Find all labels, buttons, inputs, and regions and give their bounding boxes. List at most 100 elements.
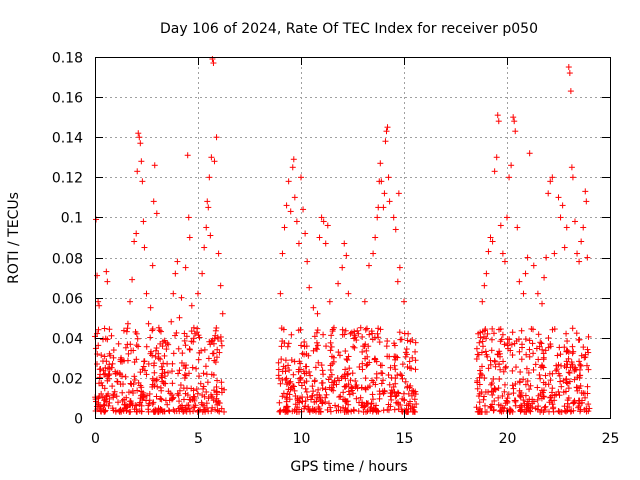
- data-point: [107, 352, 114, 359]
- data-point: [150, 362, 157, 369]
- data-point: [537, 375, 544, 382]
- data-point: [317, 394, 324, 401]
- data-point: [284, 390, 291, 397]
- data-point: [175, 392, 182, 399]
- data-point: [170, 406, 177, 413]
- data-point: [378, 369, 385, 376]
- data-point: [381, 190, 388, 197]
- data-point: [406, 384, 413, 391]
- data-point: [128, 347, 135, 354]
- data-point: [345, 381, 352, 388]
- data-point: [184, 152, 191, 159]
- data-point: [147, 348, 154, 355]
- data-point: [497, 326, 504, 333]
- data-point: [409, 403, 416, 410]
- data-point: [379, 362, 386, 369]
- data-point: [359, 333, 366, 340]
- data-point: [180, 396, 187, 403]
- data-point: [316, 234, 323, 241]
- data-point: [149, 326, 156, 333]
- data-point: [320, 331, 327, 338]
- data-point: [491, 397, 498, 404]
- data-point: [277, 380, 284, 387]
- data-point: [559, 202, 566, 209]
- data-point: [516, 379, 523, 386]
- data-point: [152, 353, 159, 360]
- data-point: [205, 408, 212, 415]
- data-point: [574, 250, 581, 257]
- data-point: [546, 399, 553, 406]
- data-point: [339, 373, 346, 380]
- data-point: [296, 375, 303, 382]
- data-point: [315, 359, 322, 366]
- data-point: [541, 274, 548, 281]
- data-point: [477, 370, 484, 377]
- data-point: [582, 188, 589, 195]
- data-point: [403, 402, 410, 409]
- data-point: [106, 371, 113, 378]
- data-point: [392, 380, 399, 387]
- data-point: [538, 340, 545, 347]
- data-point: [360, 404, 367, 411]
- data-point: [373, 358, 380, 365]
- data-point: [306, 284, 313, 291]
- data-point: [146, 390, 153, 397]
- data-point: [341, 331, 348, 338]
- data-point: [189, 364, 196, 371]
- data-point: [507, 406, 514, 413]
- data-point: [190, 338, 197, 345]
- data-point: [169, 360, 176, 367]
- data-point: [138, 158, 145, 165]
- data-point: [410, 407, 417, 414]
- data-point: [491, 385, 498, 392]
- data-point: [311, 333, 318, 340]
- data-point: [214, 407, 221, 414]
- data-point: [522, 381, 529, 388]
- data-point: [138, 384, 145, 391]
- data-point: [530, 366, 537, 373]
- data-point: [564, 380, 571, 387]
- data-point: [343, 356, 350, 363]
- data-point: [378, 380, 385, 387]
- data-point: [313, 329, 320, 336]
- data-point: [320, 218, 327, 225]
- data-point: [396, 329, 403, 336]
- data-point: [214, 377, 221, 384]
- data-point: [129, 276, 136, 283]
- data-point: [342, 405, 349, 412]
- data-point: [169, 395, 176, 402]
- data-point: [570, 407, 577, 414]
- data-point: [327, 373, 334, 380]
- data-point: [584, 383, 591, 390]
- data-point: [330, 381, 337, 388]
- data-point: [214, 346, 221, 353]
- data-point: [512, 380, 519, 387]
- y-axis-label: ROTI / TECUs: [6, 192, 22, 284]
- data-point: [526, 386, 533, 393]
- data-point: [412, 357, 419, 364]
- x-axis-label: GPS time / hours: [290, 459, 407, 475]
- data-point: [169, 368, 176, 375]
- data-point: [404, 408, 411, 415]
- data-point: [526, 407, 533, 414]
- data-point: [288, 384, 295, 391]
- data-point: [399, 375, 406, 382]
- data-point: [109, 405, 116, 412]
- data-point: [170, 350, 177, 357]
- data-point: [393, 399, 400, 406]
- data-point: [564, 361, 571, 368]
- data-point: [104, 278, 111, 285]
- data-point: [351, 335, 358, 342]
- data-point: [500, 368, 507, 375]
- data-point: [103, 358, 110, 365]
- data-point: [315, 404, 322, 411]
- data-point: [372, 407, 379, 414]
- data-point: [131, 238, 138, 245]
- data-point: [363, 362, 370, 369]
- data-point: [124, 325, 131, 332]
- data-point: [585, 401, 592, 408]
- data-point: [286, 396, 293, 403]
- data-point: [412, 339, 419, 346]
- data-point: [158, 374, 165, 381]
- data-point: [98, 379, 105, 386]
